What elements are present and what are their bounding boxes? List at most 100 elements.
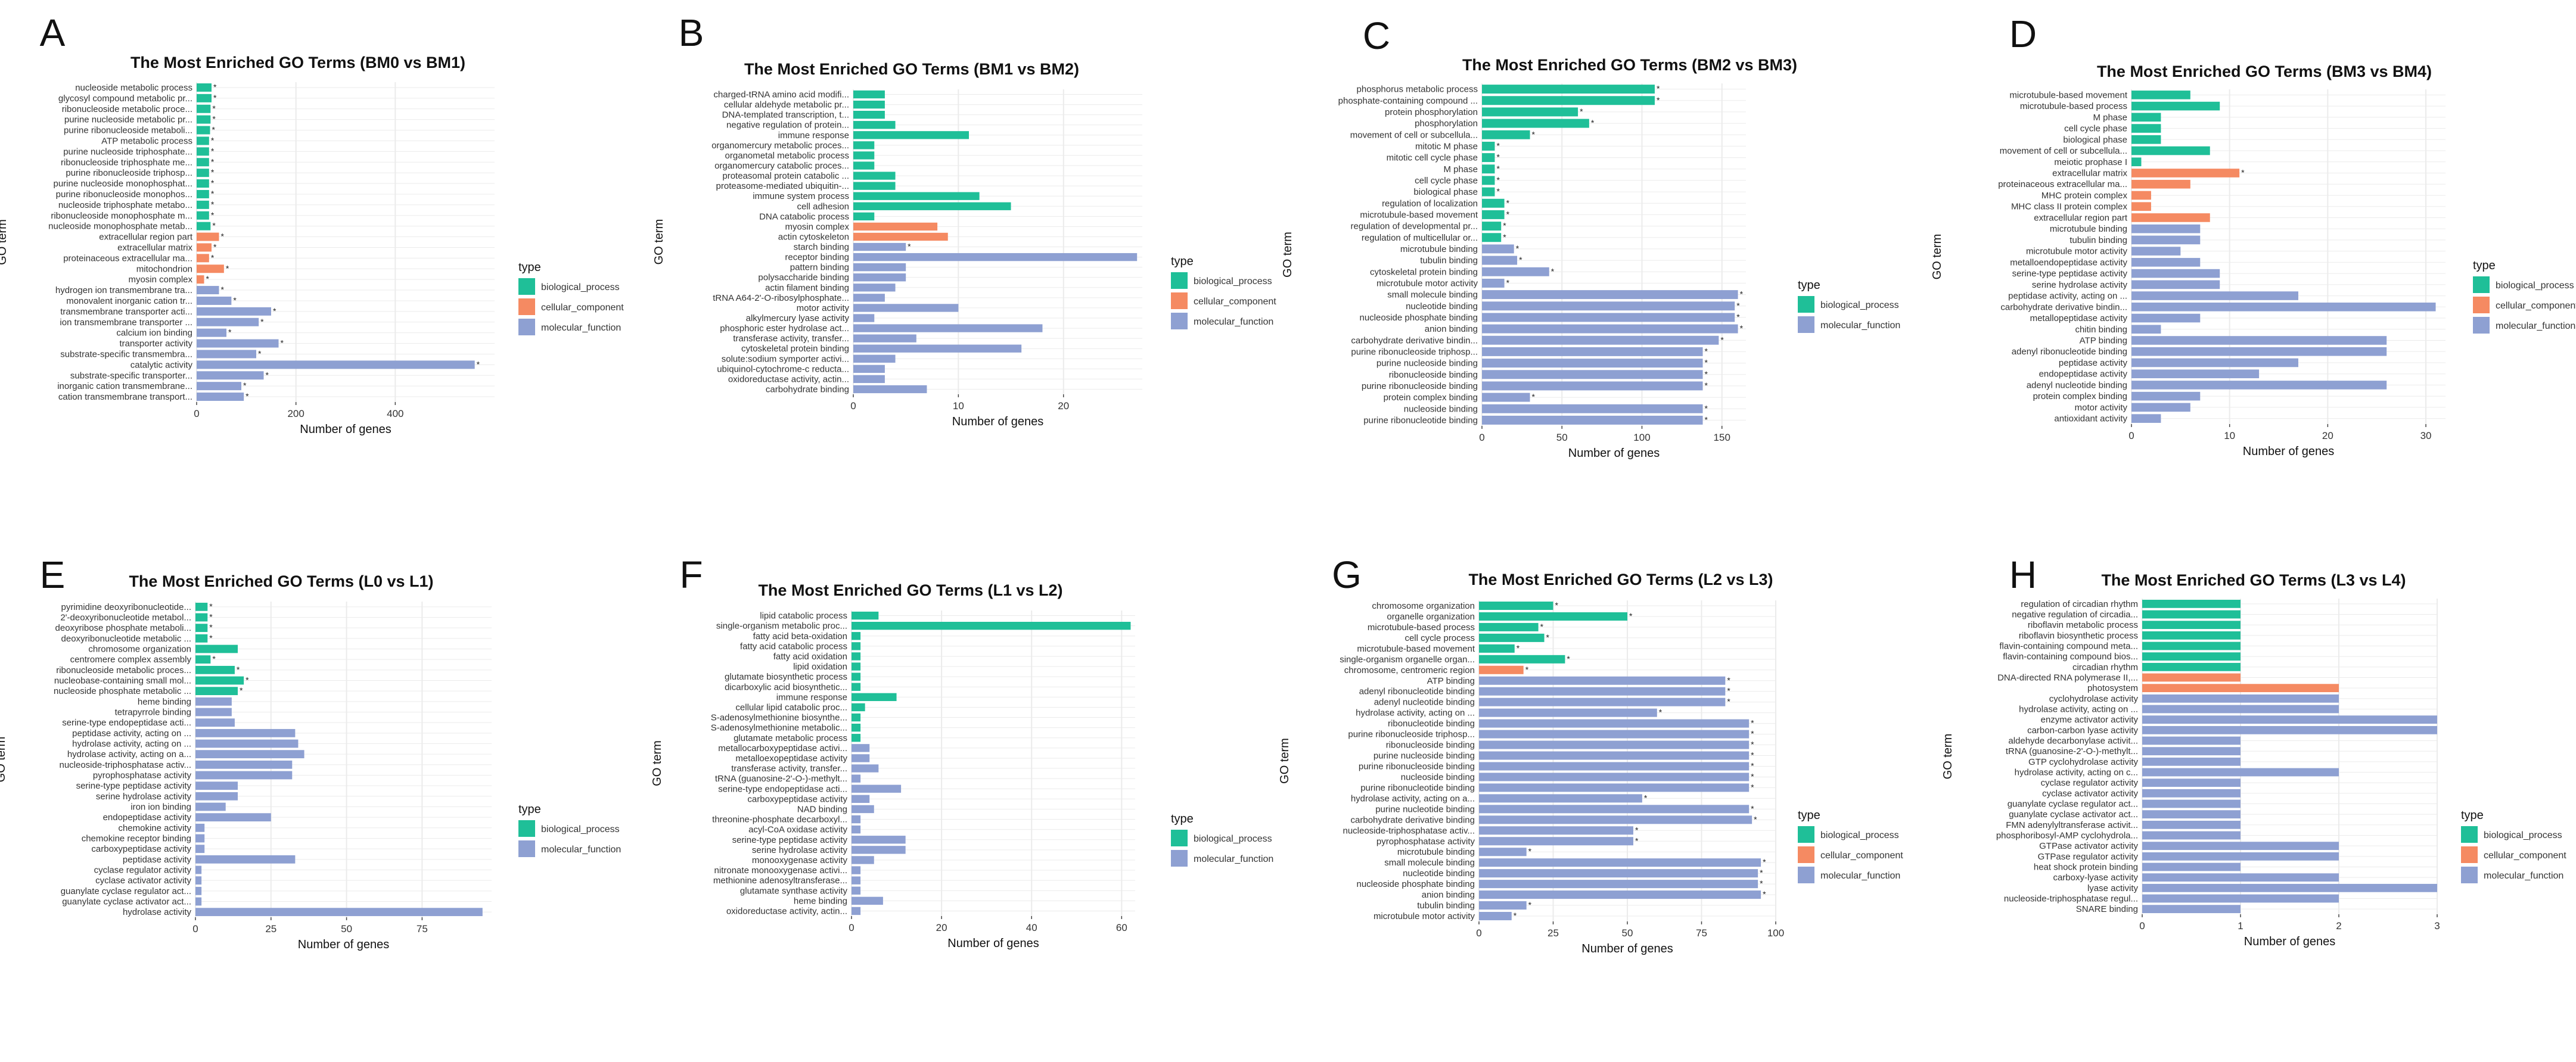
term-label: nucleoside monophosphate metab... (48, 222, 192, 232)
bar (1479, 751, 1750, 760)
bar (197, 222, 211, 231)
term-label: adenyl ribonucleotide binding (1359, 687, 1475, 697)
term-label: tubulin binding (1417, 901, 1475, 911)
term-label: receptor binding (785, 253, 849, 263)
term-label: ATP metabolic process (101, 136, 192, 146)
panel-letter: A (40, 11, 66, 54)
legend-entry: cellular_component (1820, 851, 1903, 861)
term-label: peptidase activity, acting on ... (2008, 291, 2127, 301)
term-label: carbohydrate derivative bindin... (2000, 302, 2127, 312)
significance-star: * (1754, 814, 1757, 824)
term-label: tRNA A64-2'-O-ribosylphosphate... (713, 293, 849, 303)
term-label: 2'-deoxyribonucleotide metabol... (60, 613, 191, 623)
term-label: serine-type peptidase activity (76, 781, 192, 791)
plot-area (2131, 89, 2446, 424)
term-label: ribonucleoside metabolic proce... (62, 104, 192, 114)
significance-star: * (1496, 186, 1500, 196)
term-label: microtubule motor activity (2026, 247, 2128, 257)
bar (852, 886, 861, 895)
term-label: tubulin binding (2069, 235, 2127, 245)
term-label: purine nucleoside metabolic pr... (64, 115, 192, 125)
legend-title: type (1171, 255, 1194, 268)
bar (852, 703, 865, 712)
bar (1482, 393, 1530, 402)
bar (195, 697, 232, 706)
term-label: starch binding (794, 242, 849, 253)
term-label: S-adenosylmethionine metabolic... (711, 723, 847, 733)
term-label: purine nucleoside binding (1374, 751, 1475, 761)
bar (853, 253, 1138, 261)
x-tick-label: 0 (1479, 432, 1484, 443)
term-label: fatty acid oxidation (773, 652, 847, 662)
bar (853, 344, 1022, 353)
significance-star: * (1525, 665, 1529, 674)
term-label: carbon-carbon lyase activity (2027, 725, 2138, 736)
bar (853, 111, 885, 119)
x-tick-label: 60 (1116, 922, 1127, 933)
bar (197, 83, 212, 92)
term-label: purine ribonucleotide binding (1363, 415, 1478, 425)
legend-entry: biological_process (541, 824, 620, 834)
bar (2142, 715, 2437, 724)
bar (2142, 799, 2241, 808)
term-label: extracellular region part (99, 232, 193, 242)
bar (2142, 862, 2241, 871)
term-label: fatty acid catabolic process (740, 641, 847, 652)
term-label: glutamate synthase activity (740, 886, 848, 896)
bar (1482, 267, 1549, 276)
term-label: solute:sodium symporter activi... (722, 354, 849, 364)
bar (1482, 187, 1495, 197)
significance-star: * (211, 189, 215, 198)
bar (197, 243, 212, 252)
bar (1482, 176, 1495, 185)
significance-star: * (206, 274, 210, 284)
significance-star: * (212, 125, 216, 135)
bar (1482, 119, 1589, 128)
legend-swatch (2473, 317, 2490, 334)
bar (197, 296, 232, 305)
significance-star: * (226, 263, 229, 273)
term-label: mitotic cell cycle phase (1387, 153, 1478, 163)
legend-swatch (1171, 830, 1188, 846)
significance-star: * (1720, 335, 1724, 344)
legend-swatch (518, 820, 535, 837)
legend-entry: biological_process (1820, 830, 1899, 840)
legend-entry: biological_process (1194, 834, 1272, 844)
bar (853, 182, 896, 190)
bar (2142, 621, 2241, 630)
bar (1479, 697, 1726, 706)
significance-star: * (211, 135, 215, 145)
term-label: myosin complex (128, 275, 192, 285)
term-label: heat shock protein binding (2034, 862, 2138, 873)
bar (2131, 280, 2220, 289)
x-tick-label: 0 (1476, 927, 1481, 939)
chart-title: The Most Enriched GO Terms (BM0 vs BM1) (130, 54, 465, 71)
term-label: tRNA (guanosine-2'-O-)-methylt... (715, 774, 847, 784)
bar (853, 172, 896, 180)
term-label: pyrophosphatase activity (1376, 836, 1475, 846)
term-label: anion binding (1425, 324, 1478, 334)
bar (2131, 179, 2190, 189)
bar (197, 371, 264, 380)
bar (1479, 730, 1750, 739)
bar (2142, 673, 2241, 682)
bar (195, 718, 235, 727)
term-label: myosin complex (785, 222, 849, 232)
bar (2142, 610, 2241, 619)
term-label: NAD binding (797, 804, 847, 814)
term-label: nucleotide binding (1406, 301, 1478, 312)
chart-title: The Most Enriched GO Terms (L2 vs L3) (1468, 571, 1773, 588)
significance-star: * (1705, 403, 1708, 413)
term-label: phosphorus metabolic process (1357, 85, 1478, 95)
term-label: hydrolase activity (123, 907, 192, 917)
term-label: phosphorylation (1415, 119, 1478, 129)
term-label: guanylate cyclase regulator act... (61, 886, 191, 896)
bar (2142, 883, 2437, 892)
term-label: FMN adenylyltransferase activit... (2006, 820, 2138, 830)
legend-swatch (1171, 313, 1188, 329)
bar (853, 232, 948, 241)
panel-f: F The Most Enriched GO Terms (L1 vs L2) li… (651, 553, 1273, 950)
bar (195, 845, 205, 854)
bar (853, 354, 896, 363)
